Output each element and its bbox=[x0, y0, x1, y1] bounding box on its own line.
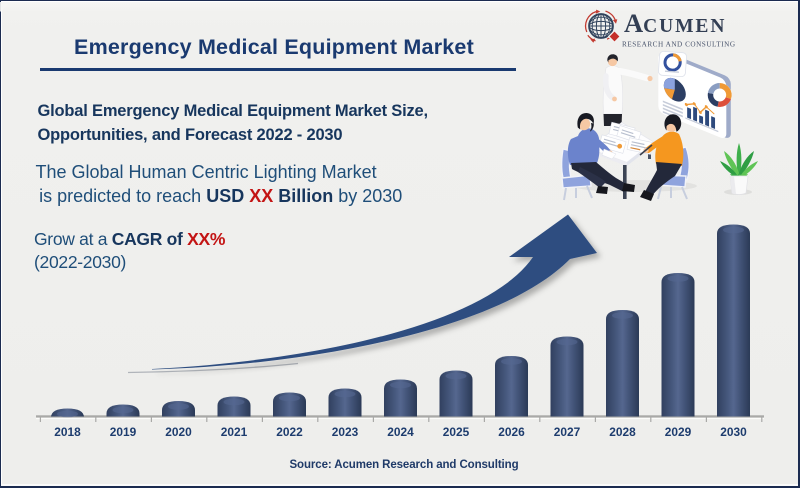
svg-text:2026: 2026 bbox=[498, 425, 525, 439]
svg-text:2029: 2029 bbox=[665, 425, 692, 439]
svg-text:2021: 2021 bbox=[221, 425, 248, 439]
svg-text:2020: 2020 bbox=[165, 425, 192, 439]
svg-text:2027: 2027 bbox=[554, 425, 581, 439]
svg-text:2028: 2028 bbox=[609, 425, 636, 439]
svg-text:RESEARCH AND CONSULTING: RESEARCH AND CONSULTING bbox=[622, 40, 736, 48]
svg-text:2019: 2019 bbox=[110, 425, 137, 439]
svg-text:2023: 2023 bbox=[332, 425, 359, 439]
svg-text:ACUMEN: ACUMEN bbox=[624, 8, 726, 38]
svg-text:2018: 2018 bbox=[54, 425, 81, 439]
svg-text:2024: 2024 bbox=[387, 425, 414, 439]
svg-text:2030: 2030 bbox=[720, 425, 747, 439]
svg-text:2025: 2025 bbox=[443, 425, 470, 439]
svg-text:2022: 2022 bbox=[276, 425, 303, 439]
